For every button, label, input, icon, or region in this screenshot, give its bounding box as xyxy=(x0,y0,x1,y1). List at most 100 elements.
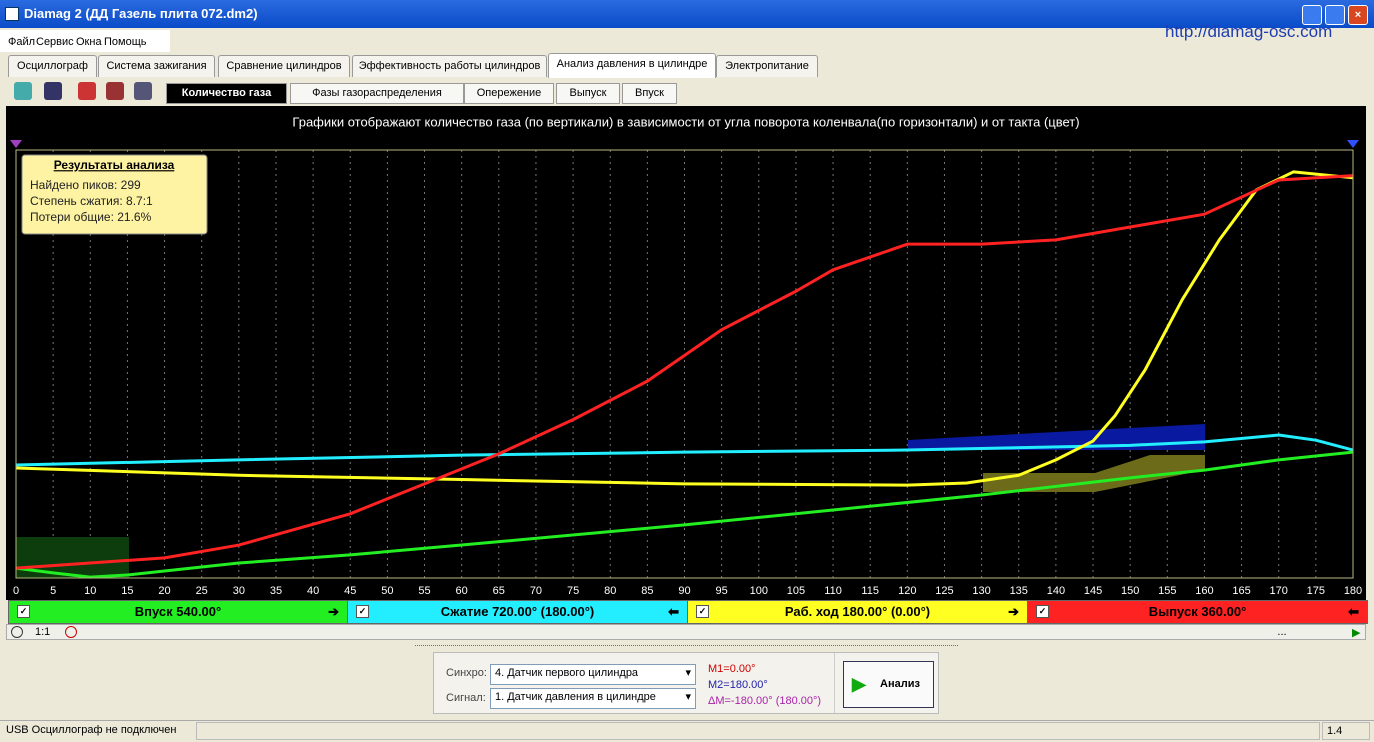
menu-item[interactable]: Сервис xyxy=(36,36,74,48)
shaded-zone xyxy=(908,424,1205,450)
window-title: Diamag 2 (ДД Газель плита 072.dm2) xyxy=(24,6,258,21)
menu-bar: Файл Сервис Окна Помощь xyxy=(0,30,170,52)
chart-title: Графики отображают количество газа (по в… xyxy=(292,114,1079,129)
series-line xyxy=(15,174,1354,570)
tab[interactable]: Эффективность работы цилиндров xyxy=(352,55,547,77)
results-line: Степень сжатия: 8.7:1 xyxy=(30,194,153,208)
x-tick-label: 110 xyxy=(824,585,842,597)
tab[interactable]: Сравнение цилиндров xyxy=(218,55,350,77)
sync-label: Синхро: xyxy=(446,667,487,679)
stroke-bar[interactable]: ✓ Впуск 540.00° ➔ xyxy=(8,600,348,624)
sync-dropdown[interactable]: 4. Датчик первого цилиндра ▾ xyxy=(490,664,696,685)
stroke-checkbox[interactable]: ✓ xyxy=(356,605,369,618)
x-tick-label: 105 xyxy=(787,585,805,597)
legend-label: Сжатие 720.00° (180.00°) xyxy=(440,604,595,619)
x-tick-label: 160 xyxy=(1195,585,1213,597)
title-bar: Diamag 2 (ДД Газель плита 072.dm2) xyxy=(0,0,1374,28)
results-box: Результаты анализа Найдено пиков: 299 Степ… xyxy=(21,154,208,235)
x-tick-label: 115 xyxy=(861,585,879,597)
results-line: Потери общие: 21.6% xyxy=(30,210,152,224)
zoom-out-button[interactable] xyxy=(11,626,23,638)
x-tick-label: 180 xyxy=(1344,585,1362,597)
minimize-button[interactable] xyxy=(1302,5,1322,25)
x-tick-label: 5 xyxy=(50,585,56,597)
subtab[interactable]: Выпуск xyxy=(556,83,620,104)
x-tick-label: 100 xyxy=(750,585,768,597)
subtab[interactable]: Фазы газораспределения xyxy=(290,83,464,104)
shaded-zone xyxy=(983,455,1205,492)
stroke-checkbox[interactable]: ✓ xyxy=(17,605,30,618)
status-bar: USB Осциллограф не подключен 1.4 xyxy=(0,720,1374,742)
tool-icon[interactable] xyxy=(78,82,96,100)
sync-value: 4. Датчик первого цилиндра xyxy=(495,667,639,679)
x-tick-label: 0 xyxy=(13,585,19,597)
legend-label: Выпуск 360.00° xyxy=(1148,604,1247,619)
x-tick-label: 65 xyxy=(493,585,505,597)
x-tick-label: 170 xyxy=(1270,585,1288,597)
marker-m2[interactable] xyxy=(1347,140,1359,148)
series-line xyxy=(15,433,1354,467)
play-button[interactable]: ▶ xyxy=(1352,627,1361,639)
splitter[interactable] xyxy=(415,645,958,649)
x-tick-label: 55 xyxy=(418,585,430,597)
series-line xyxy=(15,450,1354,579)
tab[interactable]: Электропитание xyxy=(716,55,818,77)
analyze-label: Анализ xyxy=(880,678,920,690)
x-tick-label: 120 xyxy=(898,585,916,597)
tool-icon[interactable] xyxy=(44,82,62,100)
signal-dropdown[interactable]: 1. Датчик давления в цилиндре ▾ xyxy=(490,688,696,709)
menu-item[interactable]: Помощь xyxy=(104,36,147,48)
analyze-button[interactable]: ▶ Анализ xyxy=(843,661,934,708)
subtab[interactable]: Количество газа xyxy=(166,83,287,104)
x-tick-label: 45 xyxy=(344,585,356,597)
tab[interactable]: Анализ давления в цилиндре xyxy=(548,53,716,78)
subtab[interactable]: Опережение xyxy=(464,83,554,104)
toolbar xyxy=(12,80,157,104)
x-tick-label: 20 xyxy=(158,585,170,597)
app-icon xyxy=(5,7,19,21)
x-tick-label: 30 xyxy=(233,585,245,597)
x-tick-label: 155 xyxy=(1158,585,1176,597)
stroke-bar[interactable]: ✓ Раб. ход 180.00° (0.00°) ➔ xyxy=(687,600,1028,624)
x-tick-label: 130 xyxy=(972,585,990,597)
x-tick-label: 50 xyxy=(381,585,393,597)
tab[interactable]: Система зажигания xyxy=(98,55,215,77)
x-tick-label: 75 xyxy=(567,585,579,597)
close-button[interactable]: × xyxy=(1348,5,1368,25)
menu-item[interactable]: Файл xyxy=(8,36,36,48)
version: 1.4 xyxy=(1322,722,1370,740)
status-text: USB Осциллограф не подключен xyxy=(6,724,177,736)
x-tick-label: 40 xyxy=(307,585,319,597)
stroke-bar[interactable]: ✓ Сжатие 720.00° (180.00°) ⬅ xyxy=(347,600,688,624)
x-tick-label: 35 xyxy=(270,585,282,597)
results-panel xyxy=(21,154,208,235)
x-tick-label: 80 xyxy=(604,585,616,597)
x-tick-label: 90 xyxy=(678,585,690,597)
stroke-bar[interactable]: ✓ Выпуск 360.00° ⬅ xyxy=(1027,600,1368,624)
tab[interactable]: Осциллограф xyxy=(8,55,97,77)
x-tick-label: 165 xyxy=(1232,585,1250,597)
legend-label: Впуск 540.00° xyxy=(134,604,222,619)
marker-m1[interactable] xyxy=(10,140,22,148)
zoom-in-button[interactable] xyxy=(65,626,77,638)
control-panel: Синхро: 4. Датчик первого цилиндра ▾ Сигн… xyxy=(433,652,939,714)
tool-icon[interactable] xyxy=(14,82,32,100)
x-tick-label: 140 xyxy=(1047,585,1065,597)
zoom-level: 1:1 xyxy=(35,626,51,638)
subtab[interactable]: Впуск xyxy=(622,83,677,104)
maximize-button[interactable] xyxy=(1325,5,1345,25)
signal-value: 1. Датчик давления в цилиндре xyxy=(495,691,656,703)
x-tick-label: 15 xyxy=(121,585,133,597)
chart: Графики отображают количество газа (по в… xyxy=(6,106,1366,600)
tool-icon[interactable] xyxy=(134,82,152,100)
plot-frame xyxy=(15,149,1354,579)
tool-icon[interactable] xyxy=(106,82,124,100)
menu-item[interactable]: Окна xyxy=(76,36,102,48)
shaded-zone xyxy=(16,537,129,578)
website-link[interactable]: http://diamag-osc.com xyxy=(1165,22,1333,41)
x-tick-label: 145 xyxy=(1084,585,1102,597)
stroke-checkbox[interactable]: ✓ xyxy=(1036,605,1049,618)
nav-position: ... xyxy=(1277,626,1287,638)
stroke-checkbox[interactable]: ✓ xyxy=(696,605,709,618)
